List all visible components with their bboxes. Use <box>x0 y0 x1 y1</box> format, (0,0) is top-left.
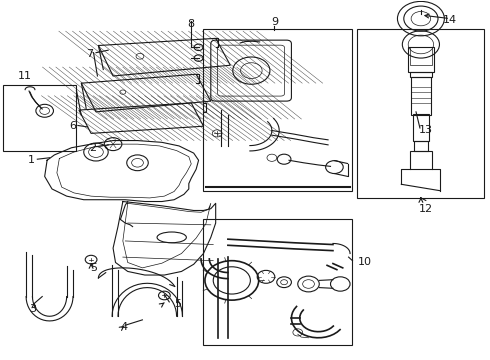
Bar <box>413 114 429 141</box>
Text: 2: 2 <box>89 143 96 153</box>
Bar <box>410 150 432 169</box>
Text: 4: 4 <box>121 322 128 332</box>
Bar <box>414 140 428 151</box>
Bar <box>410 47 432 65</box>
Text: 1: 1 <box>28 155 35 165</box>
Text: 13: 13 <box>418 125 433 135</box>
Text: 10: 10 <box>357 257 371 267</box>
Text: 8: 8 <box>188 19 195 29</box>
Bar <box>203 30 352 191</box>
Bar <box>410 72 432 77</box>
Bar <box>408 46 434 72</box>
Text: 12: 12 <box>419 204 433 214</box>
Bar <box>357 30 485 198</box>
Text: 14: 14 <box>443 15 457 26</box>
Text: 3: 3 <box>29 304 36 314</box>
Text: 11: 11 <box>18 71 32 81</box>
Bar <box>203 220 352 345</box>
Bar <box>411 77 431 116</box>
Text: 5: 5 <box>90 263 97 273</box>
Bar <box>3 85 76 151</box>
Text: 5: 5 <box>174 299 181 309</box>
Text: 6: 6 <box>70 121 76 131</box>
Text: 9: 9 <box>271 17 278 27</box>
Text: 7: 7 <box>86 49 94 59</box>
